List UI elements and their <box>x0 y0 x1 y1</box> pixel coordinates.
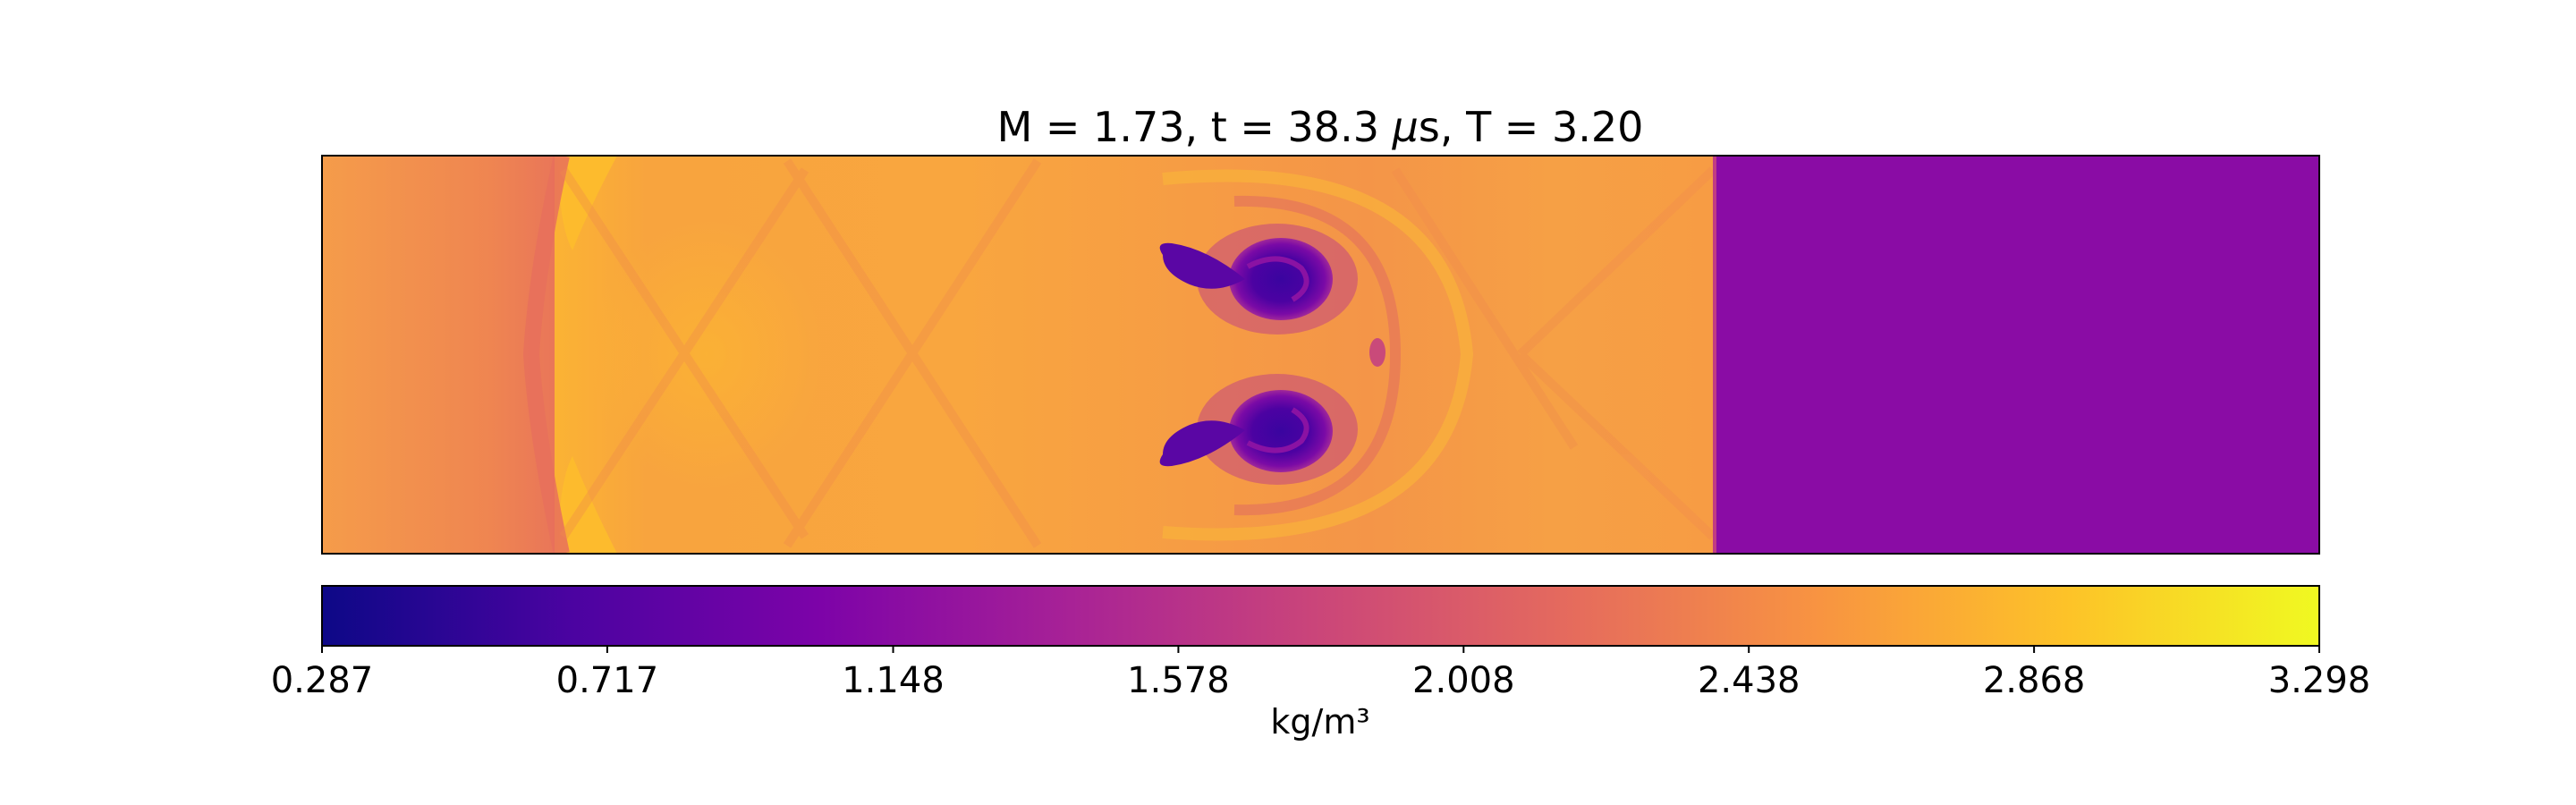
colorbar-tick-label: 2.438 <box>1698 660 1801 701</box>
lower-vortex <box>1159 374 1358 485</box>
yellow-front-bottom <box>558 456 617 554</box>
colorbar-tick-label: 1.578 <box>1127 660 1230 701</box>
colorbar-tick-label: 1.148 <box>842 660 945 701</box>
density-field <box>322 156 2319 554</box>
chart-title: M = 1.73, t = 38.3 μs, T = 3.20 <box>997 103 1644 151</box>
interface-arc <box>1233 195 1402 516</box>
colorbar-tick-label: 0.717 <box>556 660 659 701</box>
plot-frame <box>321 155 2320 555</box>
vortex-arc <box>1162 169 1474 541</box>
colorbar-tick-label: 2.868 <box>1983 660 2086 701</box>
colorbar <box>321 585 2320 647</box>
colorbar-ticks: 0.287 0.717 1.148 1.578 2.008 2.438 2.868 3.298 <box>271 646 2371 701</box>
yellow-glow <box>590 220 823 488</box>
colorbar-tick-label: 2.008 <box>1412 660 1515 701</box>
colorbar-tick-label: 0.287 <box>271 660 374 701</box>
colorbar-label: kg/m³ <box>1270 702 1369 741</box>
yellow-front-top <box>558 156 617 250</box>
left-state-region <box>322 156 564 554</box>
unshocked-region <box>1714 156 2319 554</box>
wave-pattern <box>559 158 1716 548</box>
upper-vortex <box>1159 224 1358 335</box>
colorbar-tick-label: 3.298 <box>2268 660 2371 701</box>
reflected-front <box>522 156 570 554</box>
center-blob <box>1369 338 1385 367</box>
